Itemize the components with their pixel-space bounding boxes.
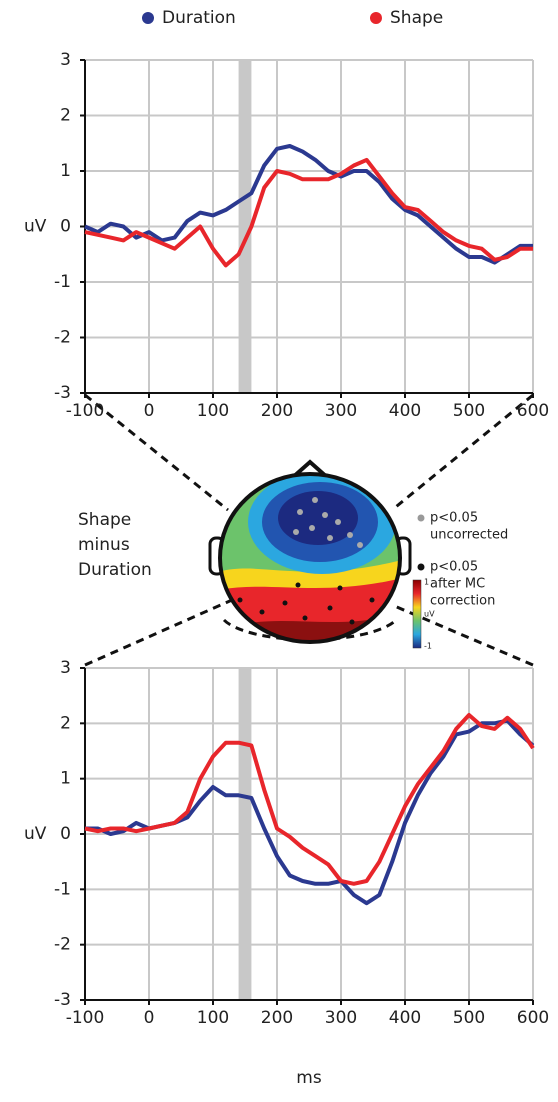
y-tick-label: -2 (54, 935, 71, 955)
x-tick-label: 0 (144, 1008, 155, 1028)
y-tick-label: 3 (60, 658, 71, 678)
legend-text: correction (430, 594, 495, 609)
x-tick-label: 300 (325, 401, 357, 421)
series-line (84, 713, 535, 886)
y-tick-label: 3 (60, 50, 71, 70)
legend-text: p<0.05 (430, 511, 478, 526)
x-tick-label: 600 (517, 401, 549, 421)
legend-marker (370, 12, 382, 24)
y-tick-label: 0 (60, 217, 71, 237)
legend-text: p<0.05 (430, 560, 478, 575)
colorbar-unit: uV (424, 610, 435, 619)
y-tick-label: -1 (54, 879, 71, 899)
x-tick-label: 500 (453, 401, 485, 421)
legend-label: Duration (162, 8, 236, 28)
topomap-label-line: Duration (78, 560, 152, 580)
x-tick-label: 500 (453, 1008, 485, 1028)
colorbar-label: -1 (424, 642, 432, 651)
y-tick-label: -1 (54, 272, 71, 292)
x-tick-label: 200 (261, 1008, 293, 1028)
x-tick-label: 600 (517, 1008, 549, 1028)
x-tick-label: 400 (389, 1008, 421, 1028)
series-line (84, 144, 533, 265)
x-tick-label: 100 (197, 401, 229, 421)
topomap-label-line: Shape (78, 510, 131, 530)
x-tick-label: -100 (66, 401, 105, 421)
y-tick-label: 2 (60, 106, 71, 126)
y-axis-label: uV (24, 824, 47, 844)
y-tick-label: 1 (60, 769, 71, 789)
legend-marker (142, 12, 154, 24)
y-tick-label: -2 (54, 328, 71, 348)
x-tick-label: 100 (197, 1008, 229, 1028)
legend-text: uncorrected (430, 528, 508, 543)
y-tick-label: -3 (54, 383, 71, 403)
y-tick-label: 2 (60, 713, 71, 733)
y-tick-label: 1 (60, 161, 71, 181)
y-tick-label: -3 (54, 990, 71, 1010)
y-axis-label: uV (24, 217, 47, 237)
topomap (208, 459, 422, 649)
x-tick-label: 0 (144, 401, 155, 421)
x-tick-label: -100 (66, 1008, 105, 1028)
legend-label: Shape (390, 8, 443, 28)
y-tick-label: 0 (60, 824, 71, 844)
legend-text: after MC (430, 577, 485, 592)
shaded-range (238, 668, 252, 1000)
legend-dot (417, 514, 425, 522)
shaded-range (238, 60, 252, 393)
x-tick-label: 200 (261, 401, 293, 421)
x-axis-label: ms (296, 1068, 322, 1088)
series-line (84, 157, 533, 268)
topomap-label-line: minus (78, 535, 130, 555)
colorbar-label: 1 (424, 578, 429, 587)
x-tick-label: 300 (325, 1008, 357, 1028)
x-tick-label: 400 (389, 401, 421, 421)
series-line (85, 718, 535, 906)
legend-dot (417, 563, 425, 571)
